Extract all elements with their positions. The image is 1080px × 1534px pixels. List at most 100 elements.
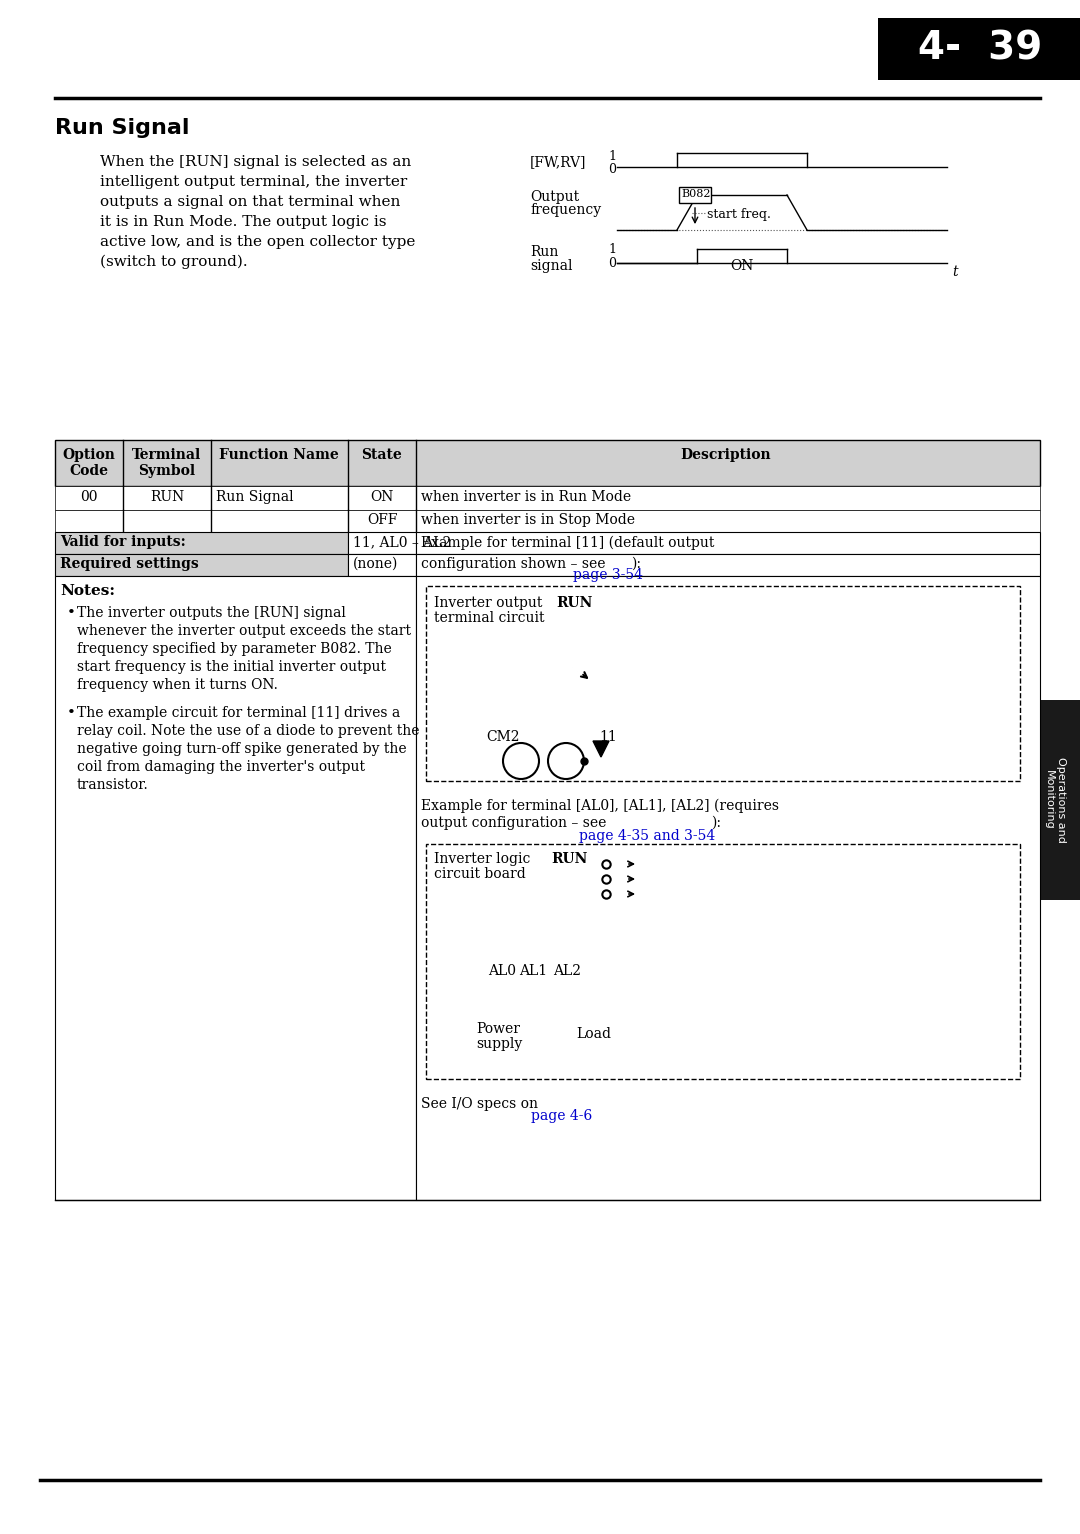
- Text: AL0: AL0: [488, 963, 516, 979]
- Text: 1: 1: [608, 242, 616, 256]
- Text: [FW,RV]: [FW,RV]: [530, 155, 586, 169]
- Bar: [55, 575, 416, 1200]
- Text: Option
Code: Option Code: [63, 448, 116, 479]
- Circle shape: [548, 742, 584, 779]
- Text: Example for terminal [AL0], [AL1], [AL2] (requires: Example for terminal [AL0], [AL1], [AL2]…: [421, 799, 779, 813]
- Text: •: •: [67, 606, 76, 620]
- Bar: [55, 486, 1040, 509]
- Text: RUN: RUN: [551, 851, 588, 867]
- Text: start freq.: start freq.: [707, 209, 771, 221]
- Text: page 3-54: page 3-54: [573, 568, 643, 581]
- Bar: [591, 726, 623, 750]
- Polygon shape: [593, 741, 609, 756]
- Text: CM2: CM2: [486, 730, 519, 744]
- Text: ON: ON: [370, 489, 394, 505]
- Text: AL2: AL2: [553, 963, 581, 979]
- Text: See I/O specs on: See I/O specs on: [421, 1097, 542, 1111]
- Bar: [55, 509, 1040, 532]
- Bar: [679, 187, 711, 202]
- Text: (switch to ground).: (switch to ground).: [100, 255, 247, 270]
- Text: RUN: RUN: [150, 489, 184, 505]
- Text: Valid for inputs:: Valid for inputs:: [60, 535, 186, 549]
- Text: B082: B082: [681, 189, 711, 199]
- Text: page 4-35 and 3-54: page 4-35 and 3-54: [579, 828, 715, 844]
- Bar: [566, 1022, 618, 1049]
- Bar: [55, 554, 348, 575]
- Text: frequency: frequency: [530, 202, 602, 216]
- Text: relay coil. Note the use of a diode to prevent the: relay coil. Note the use of a diode to p…: [77, 724, 419, 738]
- Circle shape: [503, 742, 539, 779]
- Text: whenever the inverter output exceeds the start: whenever the inverter output exceeds the…: [77, 624, 411, 638]
- Text: Inverter output: Inverter output: [434, 597, 542, 611]
- Text: when inverter is in Run Mode: when inverter is in Run Mode: [421, 489, 631, 505]
- Text: Function Name: Function Name: [219, 448, 339, 462]
- Text: 0: 0: [608, 163, 616, 176]
- Text: it is in Run Mode. The output logic is: it is in Run Mode. The output logic is: [100, 215, 387, 229]
- Text: When the [RUN] signal is selected as an: When the [RUN] signal is selected as an: [100, 155, 411, 169]
- Text: Power: Power: [476, 1022, 519, 1035]
- FancyBboxPatch shape: [426, 586, 1020, 781]
- Text: The inverter outputs the [RUN] signal: The inverter outputs the [RUN] signal: [77, 606, 346, 620]
- Bar: [481, 726, 529, 750]
- Text: active low, and is the open collector type: active low, and is the open collector ty…: [100, 235, 416, 249]
- Text: ):: ):: [711, 816, 721, 830]
- Text: Output: Output: [530, 190, 579, 204]
- Text: coil from damaging the inverter's output: coil from damaging the inverter's output: [77, 759, 365, 775]
- Text: OFF: OFF: [367, 512, 397, 528]
- Text: 4-  39: 4- 39: [918, 31, 1042, 67]
- Text: ON: ON: [730, 259, 754, 273]
- Text: 00: 00: [80, 489, 98, 505]
- Text: 1: 1: [608, 150, 616, 163]
- Bar: [416, 575, 1040, 1200]
- Bar: [55, 532, 348, 554]
- Text: The example circuit for terminal [11] drives a: The example circuit for terminal [11] dr…: [77, 706, 401, 719]
- Text: Required settings: Required settings: [60, 557, 199, 571]
- Bar: [416, 554, 1040, 575]
- Text: Notes:: Notes:: [60, 584, 114, 598]
- Text: t: t: [951, 265, 958, 279]
- Text: AL1: AL1: [519, 963, 548, 979]
- Text: Inverter logic: Inverter logic: [434, 851, 530, 867]
- Text: Example for terminal [11] (default output: Example for terminal [11] (default outpu…: [421, 535, 714, 551]
- Text: signal: signal: [530, 259, 572, 273]
- Text: Run Signal: Run Signal: [55, 118, 189, 138]
- Text: negative going turn-off spike generated by the: negative going turn-off spike generated …: [77, 742, 407, 756]
- Text: (none): (none): [353, 557, 399, 571]
- Text: page 4-6: page 4-6: [531, 1109, 592, 1123]
- Text: Description: Description: [680, 448, 771, 462]
- Bar: [55, 440, 1040, 486]
- Text: 11, AL0 – AL2: 11, AL0 – AL2: [353, 535, 451, 549]
- Text: RUN: RUN: [556, 597, 592, 611]
- Text: outputs a signal on that terminal when: outputs a signal on that terminal when: [100, 195, 401, 209]
- Text: transistor.: transistor.: [77, 778, 149, 792]
- Text: +: +: [510, 755, 523, 769]
- Bar: [348, 554, 416, 575]
- Text: •: •: [67, 706, 76, 719]
- Text: output configuration – see: output configuration – see: [421, 816, 611, 830]
- Bar: [481, 959, 581, 986]
- Text: intelligent output terminal, the inverter: intelligent output terminal, the inverte…: [100, 175, 407, 189]
- Text: Operations and
Monitoring: Operations and Monitoring: [1044, 758, 1066, 844]
- Text: when inverter is in Stop Mode: when inverter is in Stop Mode: [421, 512, 635, 528]
- Bar: [471, 1014, 531, 1052]
- Text: frequency specified by parameter B082. The: frequency specified by parameter B082. T…: [77, 643, 392, 657]
- Text: RY: RY: [556, 755, 576, 769]
- Text: start frequency is the initial inverter output: start frequency is the initial inverter …: [77, 660, 386, 673]
- Text: Run Signal: Run Signal: [216, 489, 294, 505]
- Bar: [878, 18, 1080, 80]
- Text: ):: ):: [631, 557, 642, 571]
- Text: −: −: [510, 762, 523, 776]
- Text: frequency when it turns ON.: frequency when it turns ON.: [77, 678, 278, 692]
- Text: Load: Load: [576, 1026, 611, 1042]
- Bar: [1040, 700, 1080, 900]
- Text: configuration shown – see: configuration shown – see: [421, 557, 610, 571]
- Text: 11: 11: [599, 730, 617, 744]
- Text: circuit board: circuit board: [434, 867, 526, 881]
- Text: Terminal
Symbol: Terminal Symbol: [133, 448, 202, 479]
- Text: State: State: [362, 448, 403, 462]
- Bar: [348, 532, 416, 554]
- Bar: [416, 532, 1040, 554]
- Text: terminal circuit: terminal circuit: [434, 611, 544, 624]
- Text: 0: 0: [608, 258, 616, 270]
- Text: Run: Run: [530, 245, 558, 259]
